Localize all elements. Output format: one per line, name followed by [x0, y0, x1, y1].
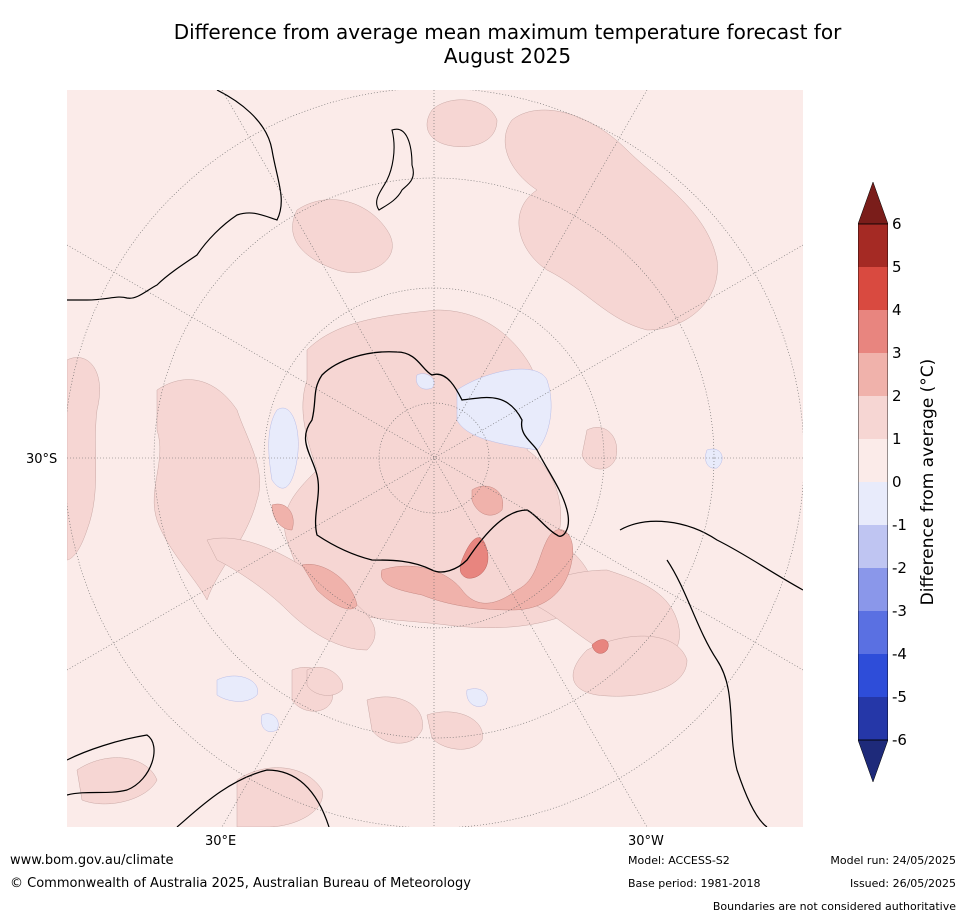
colorbar-segment [858, 568, 888, 611]
colorbar-tick-label: 6 [892, 215, 902, 233]
colorbar-tick-label: 4 [892, 301, 902, 319]
title-line-2: August 2025 [443, 44, 572, 68]
colorbar-label: Difference from average (°C) [918, 358, 938, 606]
anomaly-2-to-3 [271, 485, 574, 611]
anomaly-minus1-to-0 [216, 368, 723, 732]
footer-model: Model: ACCESS-S2 [628, 854, 730, 867]
colorbar-tick-label: -5 [892, 688, 907, 706]
footer-disclaimer: Boundaries are not considered authoritat… [712, 900, 956, 913]
colorbar-segment [858, 396, 888, 439]
australia-coastline [67, 90, 282, 301]
africa-coastline [67, 734, 330, 827]
colorbar-segment [858, 697, 888, 740]
colorbar [858, 182, 888, 782]
colorbar-segment [858, 654, 888, 697]
colorbar-tick-label: -1 [892, 516, 907, 534]
footer-copyright: © Commonwealth of Australia 2025, Austra… [10, 876, 471, 891]
colorbar-segment [858, 353, 888, 396]
south-america-coastline [619, 520, 803, 827]
latitude-label-30s: 30°S [26, 452, 58, 467]
longitude-label-30e: 30°E [205, 834, 237, 849]
colorbar-segment [858, 439, 888, 482]
colorbar-tick-label: -4 [892, 645, 907, 663]
graticule [67, 90, 803, 827]
map-title: Difference from average mean maximum tem… [0, 20, 965, 68]
colorbar-tick-label: 0 [892, 473, 902, 491]
colorbar-tick-label: 1 [892, 430, 902, 448]
footer-model-run: Model run: 24/05/2025 [830, 854, 956, 867]
colorbar-tick-label: -3 [892, 602, 907, 620]
colorbar-segment [858, 224, 888, 267]
anomaly-3-to-4 [459, 537, 609, 654]
footer-issued: Issued: 26/05/2025 [849, 877, 956, 890]
title-line-1: Difference from average mean maximum tem… [173, 20, 842, 44]
colorbar-tick-label: -2 [892, 559, 907, 577]
colorbar-tick-label: 3 [892, 344, 902, 362]
polar-map [67, 90, 803, 827]
colorbar-segment [858, 267, 888, 310]
colorbar-tick-label: 2 [892, 387, 902, 405]
colorbar-segment [858, 310, 888, 353]
new-zealand-coastline [376, 128, 414, 211]
colorbar-segment [858, 525, 888, 568]
antarctica-coastline [304, 351, 569, 573]
longitude-label-30w: 30°W [628, 834, 664, 849]
colorbar-extend-bottom [858, 739, 888, 782]
colorbar-extend-top [858, 182, 888, 225]
colorbar-segment [858, 611, 888, 654]
footer-website: www.bom.gov.au/climate [10, 853, 174, 868]
footer-base-period: Base period: 1981-2018 [628, 877, 761, 890]
colorbar-tick-label: 5 [892, 258, 902, 276]
colorbar-tick-label: -6 [892, 731, 907, 749]
colorbar-segment [858, 482, 888, 525]
anomaly-1-to-2 [67, 99, 718, 827]
colorbar-frame [858, 223, 888, 741]
